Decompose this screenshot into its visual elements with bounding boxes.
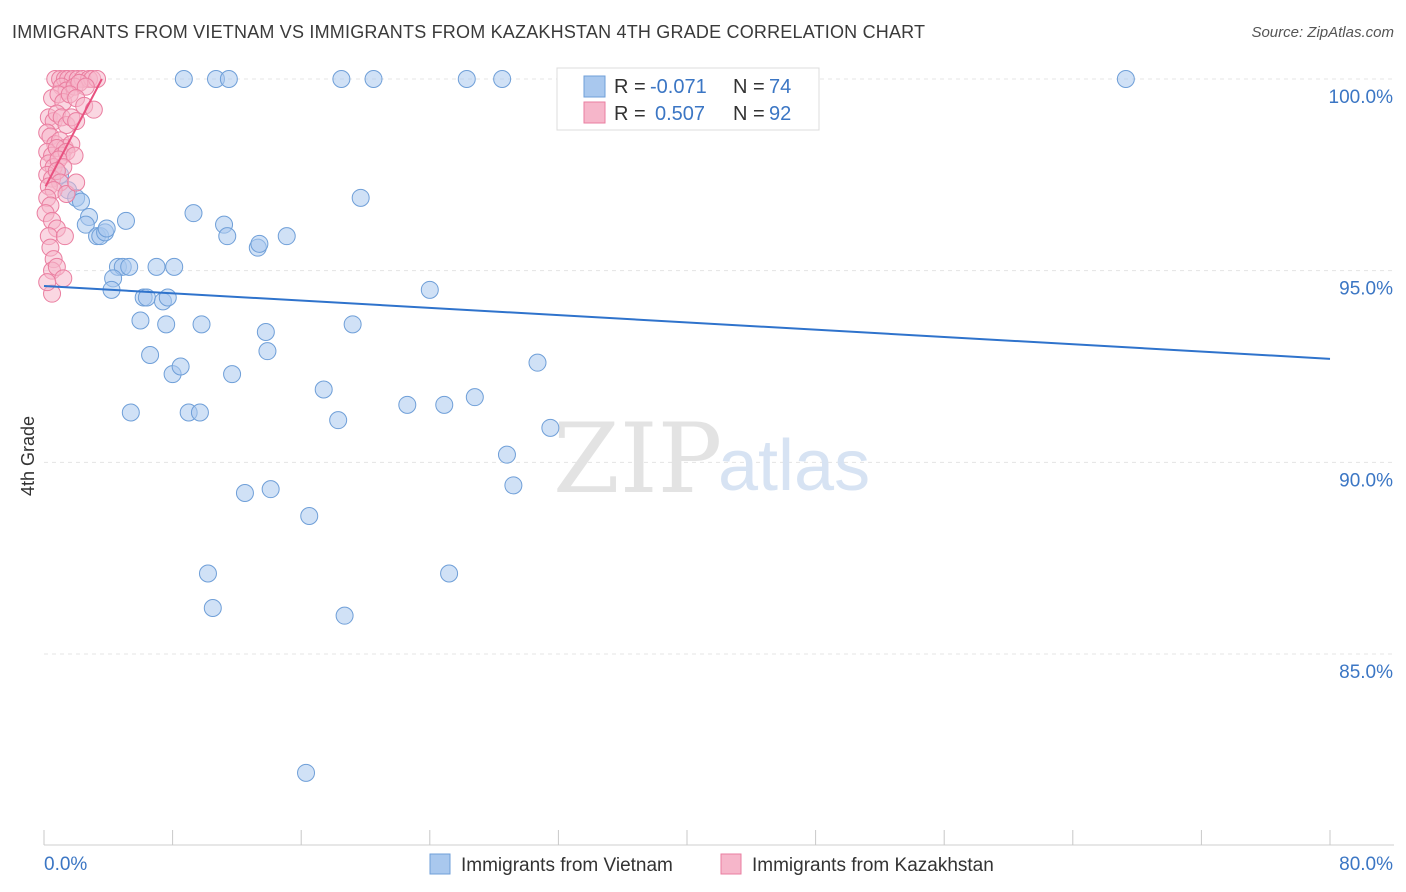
vietnam-point-61 [235,484,254,502]
legend-item-kazakhstan-label: Immigrants from Kazakhstan [752,855,994,876]
vietnam-point-2 [219,70,238,88]
y-axis-title: 4th Grade [18,416,38,496]
vietnam-point-37 [158,288,177,307]
kazakhstan-point-66 [38,273,57,292]
vietnam-point-40 [192,315,211,334]
vietnam-point-62 [261,480,280,499]
vietnam-point-26 [351,188,370,207]
watermark: ZIP atlas [553,403,870,515]
vietnam-point-5 [457,70,476,88]
vietnam-point-49 [314,380,333,399]
chart-title: IMMIGRANTS FROM VIETNAM VS IMMIGRANTS FR… [12,22,926,42]
y-tick-label-3: 85.0% [1339,662,1393,683]
vietnam-point-43 [420,280,439,299]
vietnam-point-22 [218,227,237,246]
vietnam-point-55 [121,403,140,422]
vietnam-point-8 [1116,70,1135,88]
legend-item-vietnam-swatch [429,853,451,875]
vietnam-point-39 [157,315,176,334]
vietnam-point-25 [277,227,296,246]
vietnam-point-31 [165,257,184,276]
legend-r-label-kazakhstan: R = [614,103,646,125]
vietnam-point-44 [141,346,160,364]
vietnam-point-53 [465,388,484,407]
vietnam-point-30 [147,257,166,276]
vietnam-point-38 [131,311,150,330]
legend-n-label-vietnam: N = [733,76,765,98]
kazakhstan-point-64 [54,269,73,288]
legend-swatch-kazakhstan [583,101,606,124]
correlation-legend: R = -0.071 N = 74 R = 0.507 N = 92 [556,67,820,131]
kazakhstan-trendline [44,78,103,187]
series-vietnam-points [51,70,1135,782]
watermark-atlas: atlas [718,426,870,506]
legend-item-kazakhstan-swatch [720,853,742,875]
vietnam-point-54 [528,353,547,372]
vietnam-point-51 [398,395,417,414]
vietnam-point-65 [203,599,222,617]
y-tick-label-2: 90.0% [1339,470,1393,491]
vietnam-point-64 [198,564,217,583]
legend-r-label-vietnam: R = [614,76,646,98]
legend-swatch-vietnam [583,75,606,98]
y-tick-label-0: 100.0% [1329,87,1394,108]
vietnam-point-41 [256,323,275,341]
vietnam-point-42 [343,315,362,334]
vietnam-point-60 [504,476,523,495]
x-ticks [43,830,1331,845]
kazakhstan-point-59 [55,227,74,246]
vietnam-point-14 [76,215,95,234]
kazakhstan-point-52 [67,173,86,192]
vietnam-point-18 [97,219,116,238]
vietnam-point-57 [190,403,209,422]
series-kazakhstan-points [36,70,107,303]
vietnam-point-59 [497,445,516,464]
vietnam-point-50 [329,411,348,430]
trendlines [43,78,1331,360]
gridlines [44,78,1394,655]
x-tick-label-max: 80.0% [1339,854,1393,875]
vietnam-point-66 [440,564,459,583]
vietnam-point-12 [71,192,90,211]
kazakhstan-point-14 [76,77,95,96]
legend-item-vietnam-label: Immigrants from Vietnam [461,855,673,876]
legend-n-value-vietnam: 74 [769,76,791,98]
vietnam-point-0 [174,70,193,88]
vietnam-point-48 [258,342,277,361]
vietnam-point-47 [223,365,242,384]
vietnam-point-3 [332,70,351,88]
vietnam-point-19 [116,211,135,230]
legend-r-value-kazakhstan: 0.507 [655,103,705,125]
vietnam-point-29 [120,257,139,276]
vietnam-point-46 [171,357,190,376]
y-tick-label-1: 95.0% [1339,279,1393,300]
vietnam-trendline [43,285,1331,360]
y-tick-labels: 100.0% 95.0% 90.0% 85.0% [1329,87,1394,683]
series-legend: Immigrants from Vietnam Immigrants from … [429,853,994,876]
legend-r-value-vietnam: -0.071 [650,76,707,98]
x-tick-label-min: 0.0% [44,854,87,875]
vietnam-point-20 [184,204,203,223]
vietnam-point-24 [250,234,269,253]
vietnam-point-58 [541,418,560,437]
legend-n-label-kazakhstan: N = [733,103,765,125]
vietnam-point-63 [300,507,319,525]
vietnam-point-67 [335,606,354,625]
kazakhstan-point-51 [57,185,76,203]
watermark-zip: ZIP [553,403,722,515]
legend-n-value-kazakhstan: 92 [769,103,791,125]
vietnam-point-68 [297,763,316,782]
vietnam-point-52 [435,395,454,414]
vietnam-point-6 [493,70,512,88]
vietnam-point-4 [364,70,383,88]
chart-source: Source: ZipAtlas.com [1251,24,1394,41]
